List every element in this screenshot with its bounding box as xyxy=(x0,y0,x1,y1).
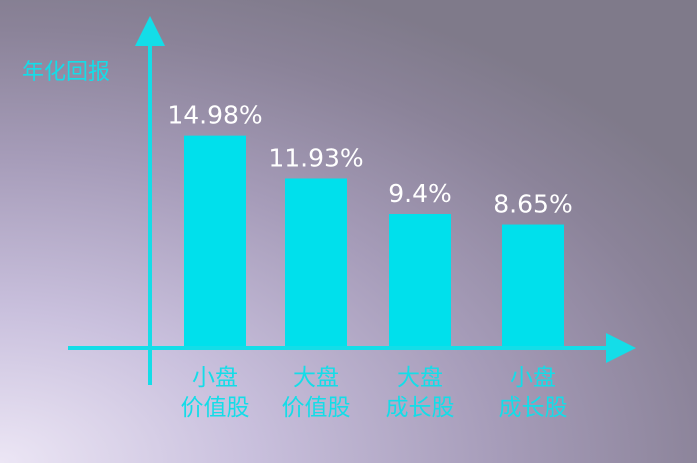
bar-3 xyxy=(502,224,564,346)
value-label-1: 11.93% xyxy=(268,143,363,172)
x-axis-arrowhead xyxy=(606,333,636,363)
category-label-2-line-0: 大盘 xyxy=(397,365,443,391)
value-label-2: 9.4% xyxy=(388,179,452,208)
bar-2 xyxy=(389,214,451,346)
bar-1 xyxy=(285,178,347,346)
value-label-0: 14.98% xyxy=(167,101,262,130)
category-label-3-line-0: 小盘 xyxy=(510,365,556,391)
category-label-1-line-0: 大盘 xyxy=(293,365,339,391)
category-label-3-line-1: 成长股 xyxy=(499,395,568,421)
y-axis-title: 年化回报 xyxy=(22,60,110,85)
value-label-3: 8.65% xyxy=(493,190,572,219)
y-axis-arrowhead xyxy=(135,16,165,46)
value-labels-layer: 14.98%11.93% 9.4% 8.65% xyxy=(167,101,572,219)
bars-layer xyxy=(184,135,564,346)
category-label-2-line-1: 成长股 xyxy=(386,395,455,421)
category-label-0-line-0: 小盘 xyxy=(192,365,238,391)
category-label-0-line-1: 价值股 xyxy=(181,395,250,421)
bar-0 xyxy=(184,135,246,346)
category-label-1-line-1: 价值股 xyxy=(282,395,351,421)
